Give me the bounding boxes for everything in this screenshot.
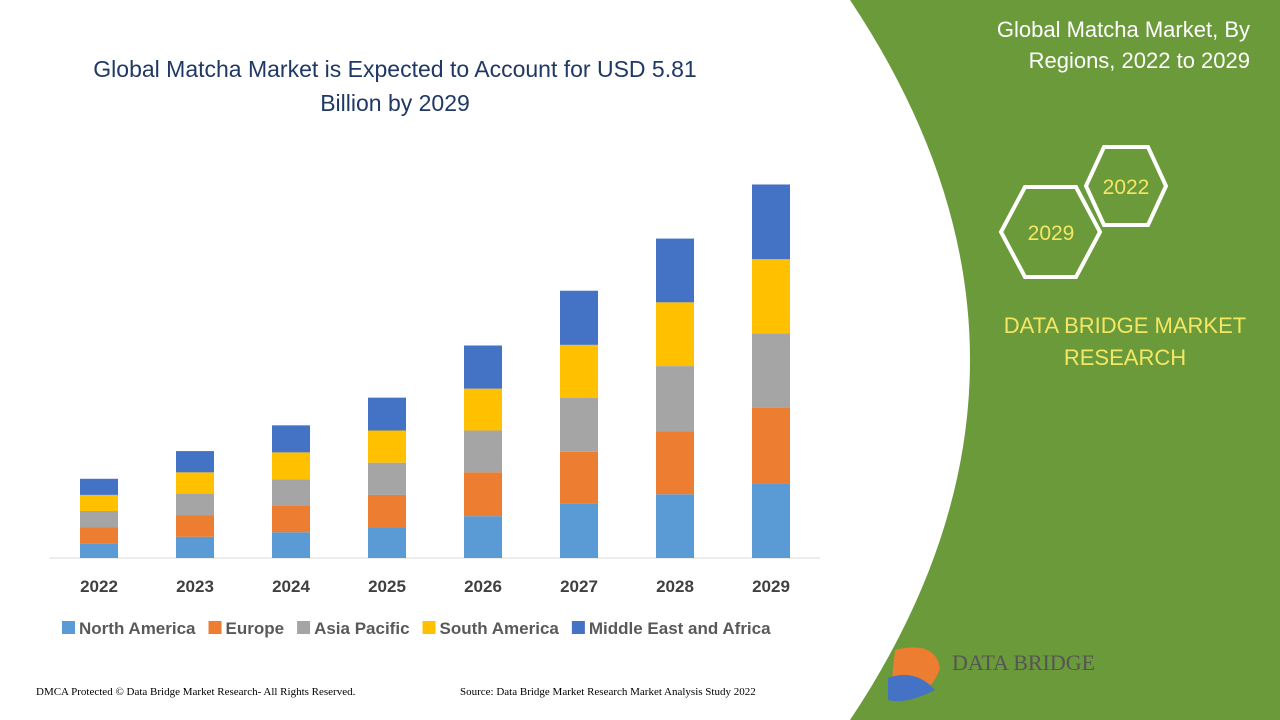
x-tick-label: 2027 xyxy=(560,577,598,596)
bar-segment xyxy=(464,516,502,558)
bar-segment xyxy=(752,407,790,484)
bar-segment xyxy=(272,532,310,558)
side-title: Global Matcha Market, By Regions, 2022 t… xyxy=(996,17,1250,73)
brand: DATA BRIDGE MARKET RESEARCH xyxy=(1003,313,1247,370)
source: Source: Data Bridge Market Research Mark… xyxy=(460,686,756,698)
legend-swatch xyxy=(208,621,222,634)
bar-segment xyxy=(176,515,214,537)
x-tick-label: 2025 xyxy=(368,577,406,596)
bar-segment xyxy=(176,493,214,516)
legend-label: Middle East and Africa xyxy=(589,619,771,638)
bar-segment xyxy=(80,494,118,511)
bar-segment xyxy=(560,397,598,452)
logo-icon xyxy=(888,674,935,702)
logo-text: DATA BRIDGE xyxy=(952,650,1095,675)
bar-segment xyxy=(656,238,694,303)
legend-swatch xyxy=(62,621,75,634)
bar-segment xyxy=(656,366,694,432)
bar-segment xyxy=(656,302,694,367)
bar-segment xyxy=(368,397,406,431)
bar-segment xyxy=(176,536,214,558)
bar-segment xyxy=(272,479,310,506)
bar-segment xyxy=(560,451,598,504)
bar-segment xyxy=(80,527,118,544)
bar-segment xyxy=(464,345,502,389)
bar-segment xyxy=(80,543,118,558)
x-tick-label: 2028 xyxy=(656,577,694,596)
legend-swatch xyxy=(422,621,436,634)
x-tick-label: 2022 xyxy=(80,577,118,596)
bar-segment xyxy=(368,430,406,463)
bar-segment xyxy=(560,290,598,345)
bar-segment xyxy=(560,344,598,398)
bar-segment xyxy=(368,527,406,558)
bar-segment xyxy=(656,431,694,495)
bar-segment xyxy=(176,472,214,494)
hex-label: 2029 xyxy=(1028,222,1075,245)
x-tick-label: 2023 xyxy=(176,577,214,596)
bar-segment xyxy=(752,483,790,558)
bar-segment xyxy=(752,333,790,408)
bar-segment xyxy=(272,425,310,453)
x-tick-label: 2024 xyxy=(272,577,310,596)
bar-segment xyxy=(656,494,694,558)
hex-label: 2022 xyxy=(1103,176,1150,199)
legend-label: Asia Pacific xyxy=(314,619,409,638)
legend-label: Europe xyxy=(226,619,285,638)
bar-segment xyxy=(752,184,790,260)
x-tick-label: 2026 xyxy=(464,577,502,596)
bar-segment xyxy=(272,505,310,533)
bar-segment xyxy=(464,430,502,473)
legend-swatch xyxy=(571,621,585,634)
legend-swatch xyxy=(297,621,311,634)
bar-segment xyxy=(368,462,406,495)
bar-segment xyxy=(80,478,118,495)
copyright: DMCA Protected © Data Bridge Market Rese… xyxy=(36,686,356,698)
hexagon xyxy=(1083,145,1169,227)
legend-label: South America xyxy=(440,619,560,638)
x-tick-label: 2029 xyxy=(752,577,790,596)
bar-segment xyxy=(464,472,502,517)
hexagon xyxy=(998,185,1103,279)
bar-segment xyxy=(464,388,502,431)
bar-segment xyxy=(80,510,118,528)
bar-segment xyxy=(560,503,598,558)
bar-segment xyxy=(176,451,214,473)
bar-segment xyxy=(752,259,790,334)
chart-title: Global Matcha Market is Expected to Acco… xyxy=(93,56,697,116)
legend-label: North America xyxy=(79,619,196,638)
side-panel-bg xyxy=(850,0,1280,720)
bar-segment xyxy=(368,494,406,528)
bar-segment xyxy=(272,452,310,480)
